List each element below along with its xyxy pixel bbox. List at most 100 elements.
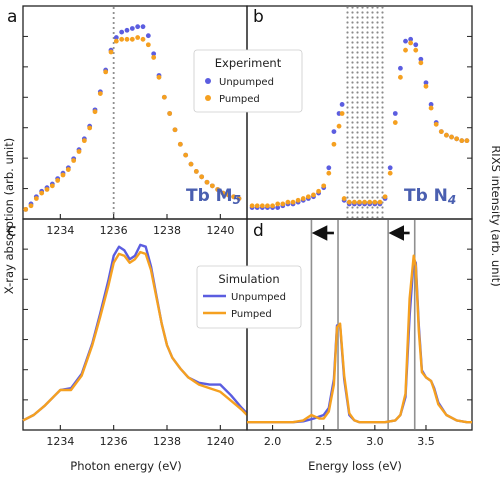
point-unpumped [387, 165, 393, 171]
point-unpumped [403, 38, 408, 44]
point-pumped [140, 36, 146, 42]
legend-experiment-title: Experiment [215, 56, 282, 70]
point-pumped [167, 111, 173, 116]
x-tick-label-d: 3.0 [366, 435, 384, 448]
point-pumped [199, 174, 205, 180]
panel-d: 2.0 2.5 3.0 3.5 [246, 218, 473, 448]
point-pumped [423, 83, 429, 89]
point-pumped [172, 127, 178, 133]
point-unpumped [113, 35, 119, 40]
point-pumped [60, 172, 66, 178]
panel-letter-b: b [253, 7, 264, 27]
point-unpumped [423, 80, 429, 86]
element-label-a-sub: 5 [233, 193, 241, 207]
series-line-pumped [22, 250, 248, 422]
point-unpumped [124, 27, 130, 33]
point-pumped [259, 203, 265, 209]
point-pumped [220, 190, 226, 196]
point-pumped [124, 36, 130, 42]
point-pumped [183, 152, 189, 158]
point-pumped [403, 47, 408, 53]
point-pumped [81, 138, 87, 144]
point-pumped [275, 201, 281, 207]
point-pumped [209, 183, 215, 189]
point-pumped [311, 192, 316, 198]
y-axis-label-right: RIXS intensity (arb. unit) [489, 145, 500, 286]
point-pumped [280, 201, 286, 207]
x-axis-label-left: Photon energy (eV) [70, 459, 181, 473]
point-pumped [249, 203, 255, 209]
point-pumped [387, 170, 393, 176]
point-pumped [76, 149, 82, 154]
panel-letter-c: c [7, 221, 16, 241]
series-line-pumped [247, 254, 472, 424]
point-unpumped [135, 24, 141, 30]
point-unpumped [413, 42, 419, 48]
legend-experiment-pumped-label: Pumped [219, 94, 260, 105]
series-line-unpumped [22, 243, 248, 422]
point-pumped [92, 109, 98, 115]
point-pumped [28, 203, 34, 209]
legend-simulation-title: Simulation [218, 272, 279, 286]
point-unpumped [326, 165, 332, 171]
element-label-b: Tb N4 [404, 186, 456, 207]
point-pumped [177, 141, 183, 147]
legend-experiment: Experiment Unpumped Pumped [193, 49, 303, 113]
x-tick-label-a: 1234 [46, 224, 74, 237]
point-unpumped [129, 26, 135, 31]
element-label-b-sub: 4 [447, 193, 456, 207]
x-tick-label-c: 1236 [100, 435, 128, 448]
legend-simulation-pumped-label: Pumped [231, 309, 272, 320]
point-pumped [418, 60, 424, 66]
point-pumped [367, 199, 373, 205]
x-tick-label-a: 1240 [206, 224, 234, 237]
point-pumped [135, 35, 141, 40]
point-pumped [295, 197, 301, 203]
x-tick-label-a: 1238 [153, 224, 181, 237]
legend-experiment-unpumped-marker [205, 78, 211, 84]
point-pumped [300, 196, 306, 201]
legend-experiment-unpumped-label: Unpumped [219, 77, 274, 88]
panel-c: 1234 1236 1238 1240 [22, 218, 248, 448]
point-pumped [265, 203, 270, 209]
point-pumped [119, 36, 125, 42]
point-pumped [433, 121, 439, 127]
point-unpumped [428, 102, 434, 107]
point-unpumped [151, 51, 157, 57]
point-pumped [285, 199, 291, 205]
point-pumped [97, 91, 103, 96]
x-tick-label-c: 1238 [153, 435, 181, 448]
panel-letter-d: d [253, 221, 264, 241]
y-axis-label-left: X-ray absorption (arb. unit) [2, 138, 16, 294]
x-tick-label-d: 2.5 [315, 435, 333, 448]
point-pumped [23, 206, 29, 212]
point-pumped [33, 196, 39, 201]
point-pumped [398, 74, 403, 80]
legend-experiment-pumped-marker [205, 95, 211, 101]
point-pumped [316, 188, 321, 194]
point-unpumped [418, 56, 424, 62]
point-pumped [362, 199, 368, 205]
x-tick-label-d: 3.5 [417, 435, 435, 448]
point-pumped [464, 138, 470, 144]
point-pumped [188, 161, 194, 167]
point-unpumped [140, 24, 146, 30]
point-pumped [372, 199, 378, 205]
legend-simulation-unpumped-label: Unpumped [231, 292, 286, 303]
point-pumped [346, 199, 352, 205]
point-pumped [225, 192, 231, 198]
element-label-a: Tb M5 [186, 186, 241, 207]
point-pumped [204, 179, 210, 185]
point-pumped [449, 134, 454, 140]
point-pumped [156, 74, 162, 80]
point-pumped [49, 183, 55, 189]
excluded-region [344, 7, 386, 218]
point-unpumped [408, 36, 414, 42]
legend-experiment-box [193, 49, 303, 113]
point-pumped [129, 36, 135, 42]
point-pumped [44, 187, 50, 192]
point-pumped [331, 141, 337, 147]
x-axis-label-right: Energy loss (eV) [308, 459, 402, 473]
x-tick-label-a: 1236 [100, 224, 128, 237]
point-unpumped [398, 65, 403, 71]
